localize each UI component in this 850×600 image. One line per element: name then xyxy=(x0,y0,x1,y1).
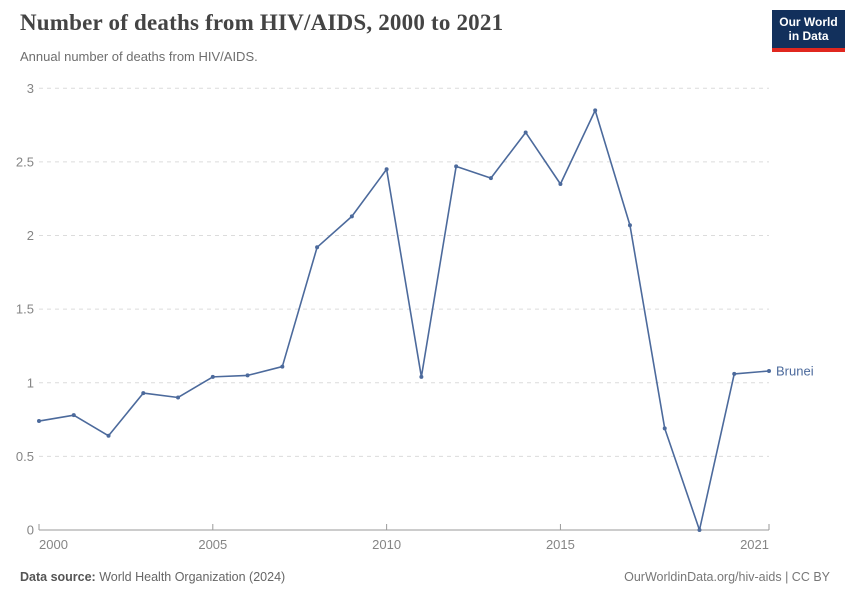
series-entity-label[interactable]: Brunei xyxy=(776,363,814,378)
y-tick-label: 1 xyxy=(27,375,34,390)
data-point[interactable] xyxy=(141,391,146,396)
y-tick-label: 2 xyxy=(27,228,34,243)
data-point[interactable] xyxy=(627,223,632,228)
data-point[interactable] xyxy=(767,368,771,373)
y-tick-label: 3 xyxy=(27,81,34,96)
owid-logo[interactable]: Our World in Data xyxy=(772,10,845,52)
data-point[interactable] xyxy=(315,245,320,250)
footer-license-link[interactable]: OurWorldinData.org/hiv-aids | CC BY xyxy=(624,570,830,584)
data-point[interactable] xyxy=(71,413,76,418)
data-point[interactable] xyxy=(245,373,250,378)
data-point[interactable] xyxy=(37,419,41,424)
page-title: Number of deaths from HIV/AIDS, 2000 to … xyxy=(20,10,504,35)
data-point[interactable] xyxy=(697,528,702,532)
y-tick-label: 0 xyxy=(27,523,34,538)
data-point[interactable] xyxy=(349,214,354,219)
data-point[interactable] xyxy=(210,374,215,379)
data-point[interactable] xyxy=(523,130,528,135)
data-point[interactable] xyxy=(488,176,493,181)
x-tick-label: 2015 xyxy=(546,537,575,552)
data-point[interactable] xyxy=(280,364,285,369)
data-point[interactable] xyxy=(662,426,667,431)
data-source: Data source: World Health Organization (… xyxy=(20,570,285,584)
data-point[interactable] xyxy=(454,164,459,169)
logo-line1: Our World xyxy=(779,14,838,29)
data-point[interactable] xyxy=(419,374,424,379)
data-point[interactable] xyxy=(384,167,389,172)
data-point[interactable] xyxy=(176,395,181,400)
x-tick-label: 2010 xyxy=(372,537,401,552)
y-tick-label: 1.5 xyxy=(16,302,34,317)
series-line xyxy=(38,109,770,531)
data-source-value: World Health Organization (2024) xyxy=(99,570,286,584)
logo-line2: in Data xyxy=(788,29,829,43)
x-tick-label: 2005 xyxy=(198,537,227,552)
x-tick-label: 2021 xyxy=(740,537,769,552)
data-source-label: Data source: xyxy=(20,570,96,584)
y-tick-label: 0.5 xyxy=(16,449,34,464)
y-tick-label: 2.5 xyxy=(16,154,34,169)
data-point[interactable] xyxy=(106,433,111,438)
data-point[interactable] xyxy=(593,108,598,113)
data-point[interactable] xyxy=(558,182,563,187)
data-point[interactable] xyxy=(732,371,737,376)
x-tick-label: 2000 xyxy=(39,537,68,552)
chart-subtitle: Annual number of deaths from HIV/AIDS. xyxy=(20,49,258,64)
